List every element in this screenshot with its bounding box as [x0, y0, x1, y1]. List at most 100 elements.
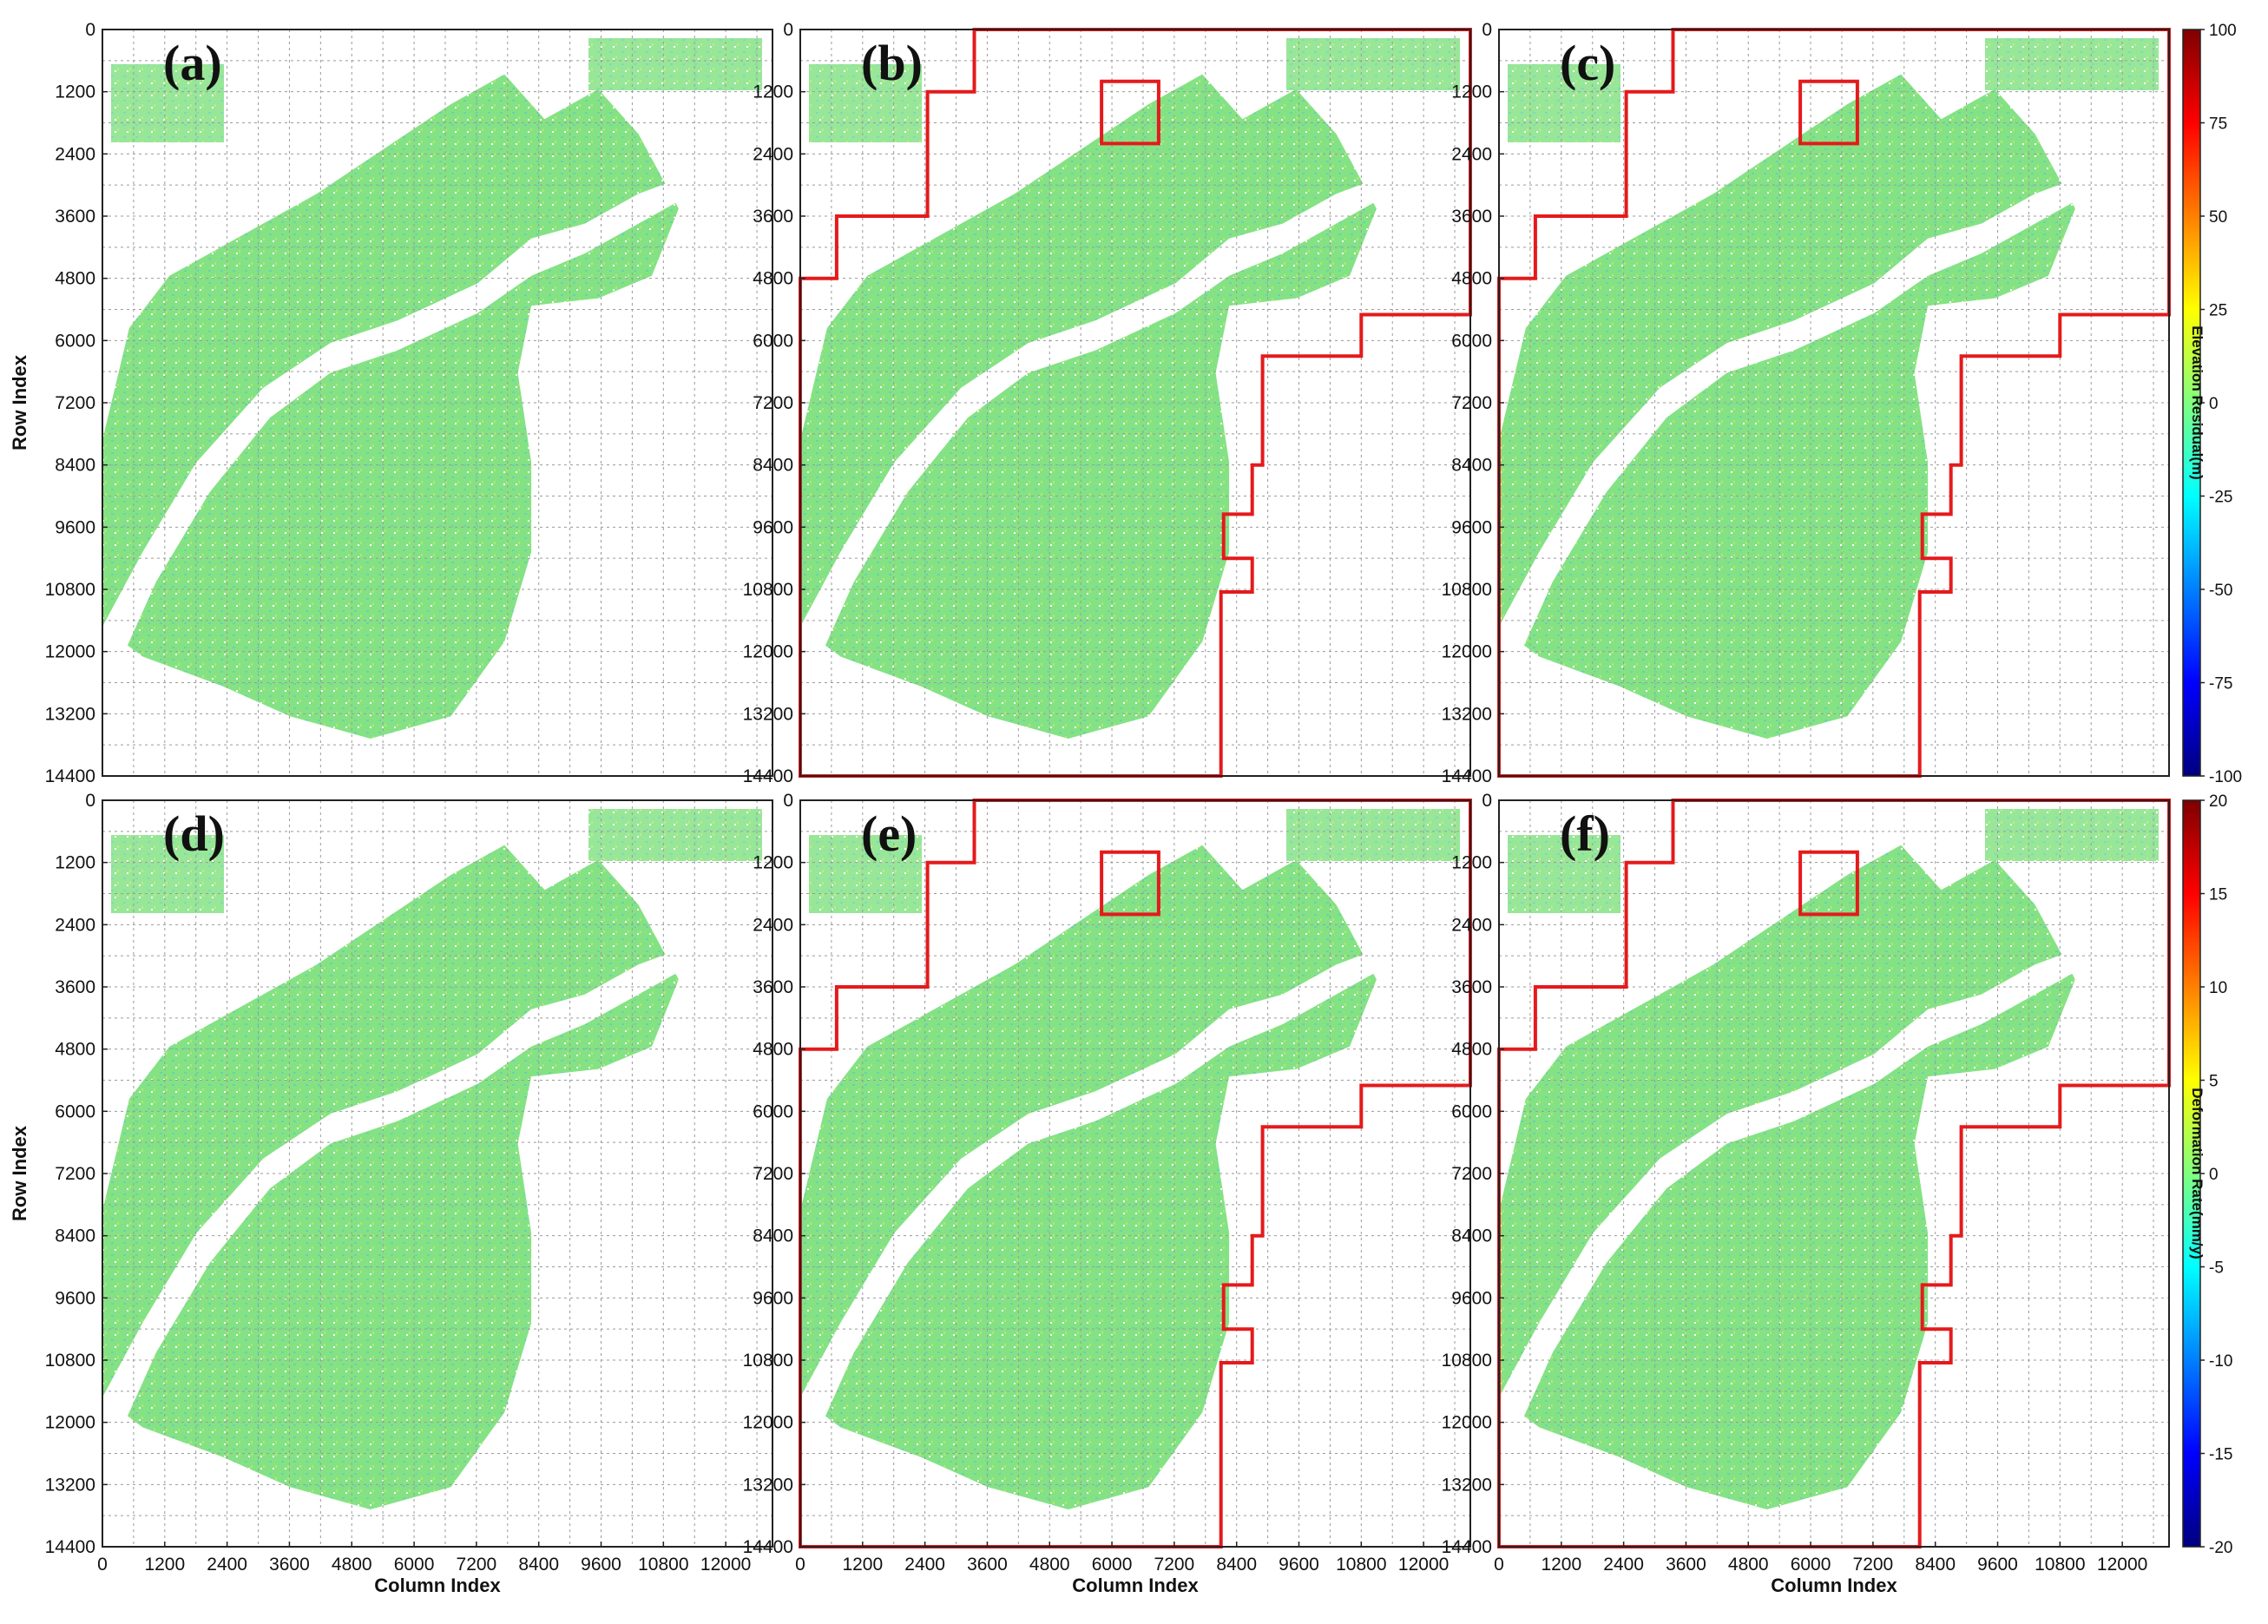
- panel-label: (b): [861, 35, 923, 91]
- x-tick-label: 8400: [1216, 1555, 1257, 1575]
- x-axis-title: Column Index: [1771, 1575, 1897, 1596]
- land-patch: [588, 38, 762, 90]
- y-tick-label: 0: [783, 20, 793, 40]
- y-tick-label: 14400: [743, 766, 793, 786]
- y-tick-label: 4800: [55, 269, 95, 289]
- panel-a: (a)0120024003600480060007200840096001080…: [9, 20, 772, 786]
- y-tick-label: 4800: [1451, 1040, 1492, 1060]
- y-tick-label: 10800: [45, 580, 95, 600]
- colorbar-tick-label: 0: [2209, 1166, 2219, 1184]
- x-tick-label: 9600: [1279, 1555, 1319, 1575]
- y-tick-label: 0: [85, 20, 95, 40]
- y-tick-label: 0: [1482, 20, 1492, 40]
- colorbar-tick-label: -75: [2209, 675, 2232, 694]
- land-patch: [1985, 38, 2159, 90]
- y-tick-label: 3600: [1451, 207, 1492, 227]
- x-tick-label: 3600: [269, 1555, 310, 1575]
- y-tick-label: 0: [85, 791, 95, 811]
- land-patch: [1985, 809, 2159, 861]
- x-tick-label: 6000: [394, 1555, 435, 1575]
- y-tick-label: 6000: [753, 1101, 793, 1121]
- y-tick-label: 7200: [55, 393, 95, 413]
- y-tick-label: 8400: [55, 456, 95, 476]
- x-tick-label: 4800: [1029, 1555, 1070, 1575]
- y-tick-label: 12000: [45, 642, 95, 662]
- y-tick-label: 12000: [743, 642, 793, 662]
- y-tick-label: 8400: [753, 1226, 793, 1246]
- y-tick-label: 13200: [1442, 704, 1492, 724]
- x-tick-label: 10800: [1336, 1555, 1386, 1575]
- y-tick-label: 12000: [45, 1413, 95, 1433]
- y-tick-label: 3600: [55, 977, 95, 997]
- y-tick-label: 13200: [45, 704, 95, 724]
- panel-label: (a): [163, 35, 222, 91]
- x-tick-label: 12000: [700, 1555, 751, 1575]
- x-tick-label: 10800: [638, 1555, 688, 1575]
- panel-label: (c): [1560, 35, 1615, 91]
- y-tick-label: 2400: [55, 915, 95, 935]
- y-tick-label: 7200: [55, 1164, 95, 1184]
- colorbar-tick-label: -20: [2209, 1539, 2232, 1557]
- y-tick-label: 1200: [55, 853, 95, 873]
- y-tick-label: 10800: [1442, 1351, 1492, 1371]
- y-tick-label: 1200: [753, 82, 793, 102]
- x-tick-label: 12000: [2097, 1555, 2147, 1575]
- x-tick-label: 3600: [967, 1555, 1008, 1575]
- x-tick-label: 7200: [1853, 1555, 1894, 1575]
- y-tick-label: 7200: [753, 1164, 793, 1184]
- x-tick-label: 9600: [1977, 1555, 2018, 1575]
- y-axis-title: Row Index: [9, 354, 30, 450]
- y-tick-label: 4800: [1451, 269, 1492, 289]
- land-patch: [1286, 809, 1460, 861]
- y-tick-label: 3600: [753, 207, 793, 227]
- x-tick-label: 10800: [2035, 1555, 2085, 1575]
- y-tick-label: 12000: [743, 1413, 793, 1433]
- x-tick-label: 3600: [1666, 1555, 1706, 1575]
- colorbar-tick-label: -10: [2209, 1352, 2232, 1371]
- x-tick-label: 6000: [1092, 1555, 1133, 1575]
- colorbar-tick-label: 75: [2209, 115, 2227, 134]
- y-tick-label: 14400: [45, 766, 95, 786]
- colorbar-title: Deformation Rate(mm/y): [2189, 1088, 2206, 1259]
- y-tick-label: 10800: [743, 580, 793, 600]
- y-tick-label: 2400: [55, 144, 95, 164]
- colorbar-tick-label: -50: [2209, 582, 2232, 600]
- y-tick-label: 13200: [743, 704, 793, 724]
- y-tick-label: 14400: [45, 1537, 95, 1557]
- colorbar-tick-label: 0: [2209, 395, 2219, 413]
- y-tick-label: 7200: [753, 393, 793, 413]
- y-tick-label: 0: [783, 791, 793, 811]
- panel-label: (f): [1560, 805, 1610, 862]
- y-tick-label: 8400: [1451, 456, 1492, 476]
- colorbar-tick-label: 10: [2209, 979, 2227, 997]
- y-tick-label: 1200: [55, 82, 95, 102]
- colorbar: 100 75 50 25 0 -25 -50 -75 -100 Elevation Residua…: [2183, 22, 2242, 786]
- x-tick-label: 4800: [332, 1555, 372, 1575]
- y-tick-label: 8400: [753, 456, 793, 476]
- y-tick-label: 9600: [1451, 1288, 1492, 1308]
- x-tick-label: 4800: [1728, 1555, 1769, 1575]
- colorbar-tick-label: 25: [2209, 302, 2227, 320]
- y-tick-label: 6000: [1451, 331, 1492, 351]
- x-tick-label: 0: [795, 1555, 805, 1575]
- y-tick-label: 1200: [753, 853, 793, 873]
- colorbar-tick-label: -5: [2209, 1259, 2224, 1278]
- y-tick-label: 4800: [753, 269, 793, 289]
- colorbar-tick-label: -15: [2209, 1446, 2232, 1464]
- y-tick-label: 1200: [1451, 853, 1492, 873]
- x-tick-label: 2400: [904, 1555, 945, 1575]
- colorbar-tick-label: 20: [2209, 792, 2227, 811]
- y-tick-label: 9600: [55, 1288, 95, 1308]
- y-tick-label: 6000: [753, 331, 793, 351]
- x-tick-label: 2400: [1603, 1555, 1644, 1575]
- y-tick-label: 1200: [1451, 82, 1492, 102]
- colorbar-tick-label: -25: [2209, 489, 2232, 507]
- y-tick-label: 10800: [743, 1351, 793, 1371]
- x-tick-label: 0: [1494, 1555, 1504, 1575]
- x-tick-label: 1200: [1541, 1555, 1581, 1575]
- colorbar-tick-label: -100: [2209, 768, 2242, 786]
- x-tick-label: 0: [97, 1555, 108, 1575]
- panel-b: (b) 0 1200 2400 3600 4800 6000 7200 8400 9600 1080…: [743, 20, 1470, 786]
- x-tick-label: 1200: [144, 1555, 185, 1575]
